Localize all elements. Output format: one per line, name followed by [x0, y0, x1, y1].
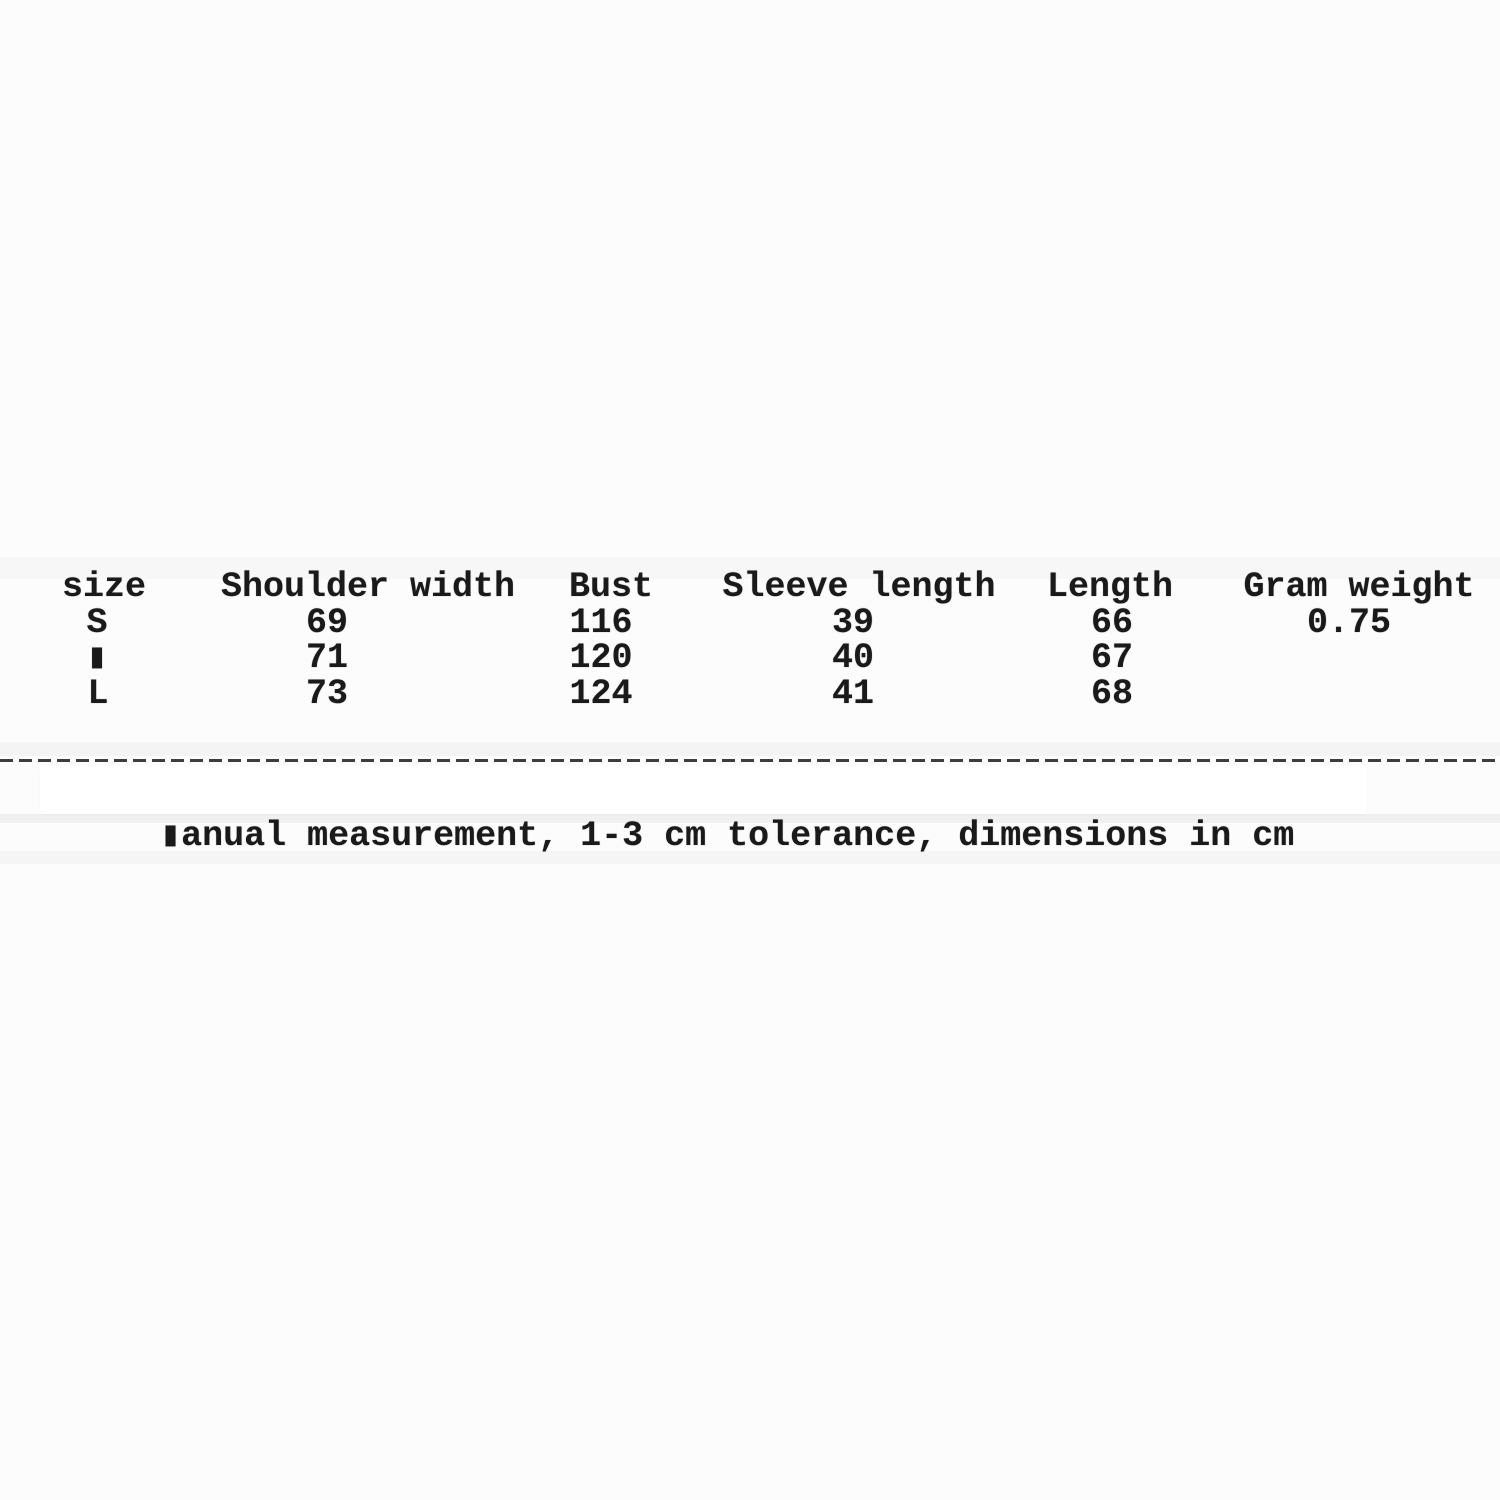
- cell-bust-m: 120: [569, 638, 633, 678]
- cell-size-s: S: [86, 603, 108, 643]
- cell-sleeve-m: 40: [831, 638, 875, 678]
- scan-artifact-band: [0, 814, 1500, 823]
- blank-white-box: [40, 766, 1367, 814]
- cell-shoulder-l: 73: [305, 674, 349, 714]
- cell-gram-weight-s: 0.75: [1306, 603, 1392, 643]
- cell-length-s: 66: [1090, 603, 1134, 643]
- col-header-bust: Bust: [568, 567, 654, 607]
- col-header-sleeve-length: Sleeve length: [722, 567, 996, 607]
- cell-size-m-block-glyph: ▮: [86, 638, 108, 678]
- dashed-divider-line: [0, 759, 1500, 762]
- col-header-size: size: [61, 567, 147, 607]
- cell-length-l: 68: [1090, 674, 1134, 714]
- col-header-shoulder-width: Shoulder width: [220, 567, 516, 607]
- cell-sleeve-l: 41: [831, 674, 875, 714]
- scan-artifact-band: [0, 742, 1500, 756]
- cell-length-m: 67: [1090, 638, 1134, 678]
- scan-artifact-band: [0, 851, 1500, 864]
- cell-size-l: L: [87, 674, 109, 714]
- col-header-gram-weight: Gram weight: [1243, 567, 1475, 607]
- cell-bust-s: 116: [569, 603, 633, 643]
- cell-bust-l: 124: [569, 674, 633, 714]
- scan-artifact-band: [0, 557, 1500, 579]
- cell-shoulder-s: 69: [305, 603, 349, 643]
- measurement-note: ▮anual measurement, 1-3 cm tolerance, di…: [160, 816, 1295, 856]
- cell-sleeve-s: 39: [831, 603, 875, 643]
- col-header-length: Length: [1046, 567, 1174, 607]
- cell-shoulder-m: 71: [305, 638, 349, 678]
